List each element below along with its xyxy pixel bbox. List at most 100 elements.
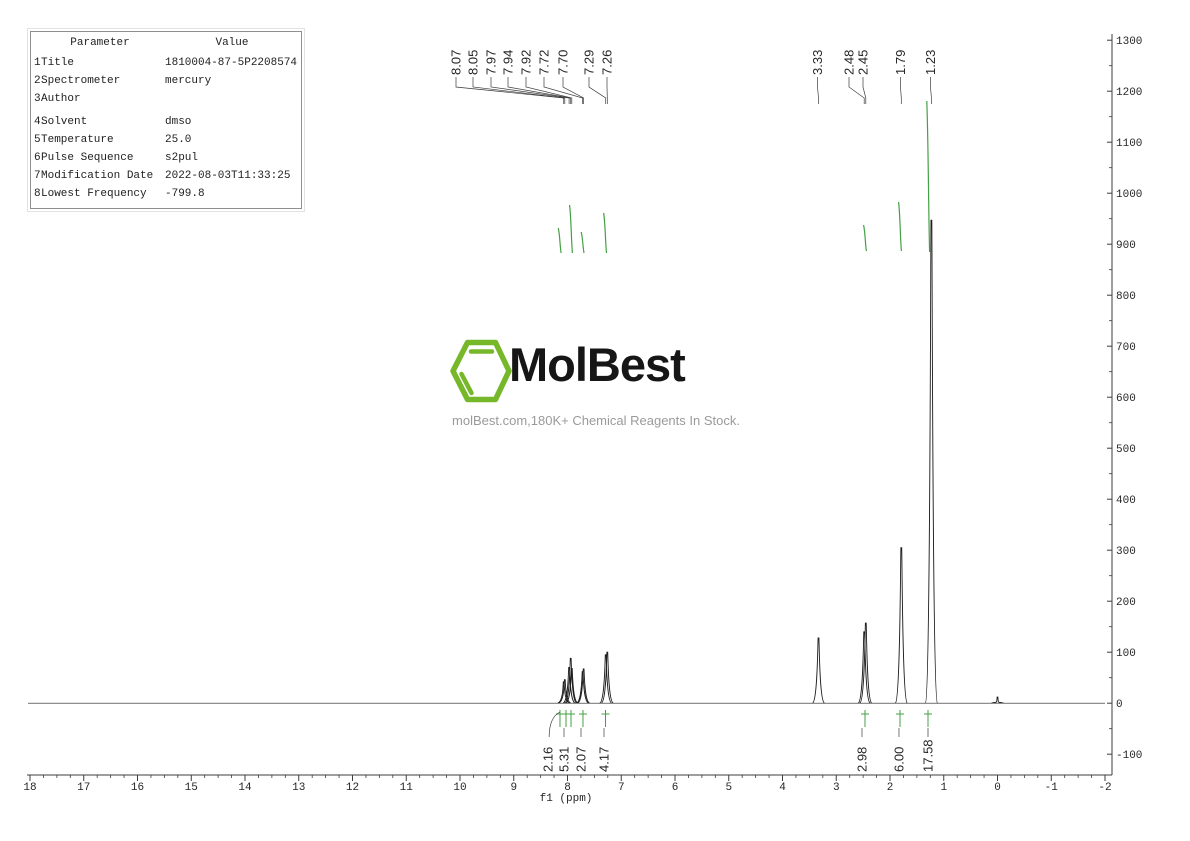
peak-label-leader <box>507 77 572 104</box>
param-name: Temperature <box>41 134 114 146</box>
x-tick-label: 10 <box>453 782 466 794</box>
y-tick-label: 600 <box>1116 393 1136 405</box>
param-value <box>165 90 298 108</box>
param-name: Title <box>41 57 75 69</box>
peak-spike <box>991 696 1004 704</box>
y-tick-label: 1300 <box>1116 36 1142 48</box>
y-tick-label: 1100 <box>1116 138 1142 150</box>
y-tick-label: 0 <box>1116 699 1123 711</box>
x-tick-label: 7 <box>618 782 625 794</box>
x-axis-title: f1 (ppm) <box>540 793 593 805</box>
peak-spike <box>894 547 908 704</box>
peak-label: 8.07 <box>449 50 464 75</box>
y-tick-label: -100 <box>1116 750 1142 762</box>
row-number: 2 <box>34 75 41 87</box>
peak-spike <box>562 667 576 704</box>
integral-value-label: 2.98 <box>854 747 869 772</box>
integral-value-label: 5.31 <box>557 747 572 772</box>
param-value: mercury <box>165 75 212 87</box>
param-name: Solvent <box>41 116 88 128</box>
x-tick-label: 12 <box>346 782 359 794</box>
peak-label-leader <box>588 77 607 104</box>
brand-name: MolBest <box>509 338 686 391</box>
parameter-table: Parameter Value 1 Title 1810004-87-5P220… <box>27 28 305 212</box>
brand-tagline: molBest.com,180K+ Chemical Reagents In S… <box>452 413 740 428</box>
peak-spike <box>812 637 825 704</box>
y-tick-label: 800 <box>1116 291 1136 303</box>
param-name: Modification Date <box>41 170 154 182</box>
x-tick-label: 2 <box>887 782 894 794</box>
integral-curve <box>580 231 585 254</box>
integral-curve <box>926 100 931 253</box>
x-tick-label: 14 <box>238 782 252 794</box>
integral-value-label: 2.07 <box>573 747 588 772</box>
value-column-header: Value <box>215 37 249 49</box>
peak-label-leader <box>817 77 819 104</box>
peak-label-leader <box>472 77 566 104</box>
peak-label-leader <box>930 77 932 104</box>
param-name: Lowest Frequency <box>41 188 147 200</box>
x-tick-label: 1 <box>940 782 947 794</box>
peak-label: 7.70 <box>556 50 571 75</box>
peak-label-leader <box>562 77 584 104</box>
peak-spike <box>600 651 614 704</box>
table-row: 8 Lowest Frequency -799.8 <box>34 185 298 203</box>
y-tick-label: 100 <box>1116 648 1136 660</box>
integral-curve <box>603 212 608 254</box>
row-number: 3 <box>34 93 41 105</box>
table-row: 5 Temperature 25.0 <box>34 131 298 149</box>
benzene-hexagon-icon <box>450 339 512 403</box>
peak-label-leader <box>900 77 902 104</box>
peak-label-leader <box>525 77 573 104</box>
x-tick-label: 13 <box>292 782 305 794</box>
peak-spike <box>576 671 589 704</box>
param-value: dmso <box>165 116 192 128</box>
integral-curve <box>569 204 573 254</box>
row-number: 7 <box>34 170 41 182</box>
row-number: 5 <box>34 134 41 146</box>
x-tick-label: 3 <box>833 782 840 794</box>
peak-label: 8.05 <box>466 50 481 75</box>
peak-spike <box>577 668 590 704</box>
peak-spike <box>924 219 938 704</box>
x-tick-label: 0 <box>994 782 1001 794</box>
x-tick-label: 4 <box>779 782 786 794</box>
peak-label-leader <box>543 77 583 104</box>
param-value: -799.8 <box>165 188 205 200</box>
peak-label-leader <box>490 77 570 104</box>
x-tick-label: 15 <box>185 782 198 794</box>
y-tick-label: 300 <box>1116 546 1136 558</box>
integral-value-label: 2.16 <box>541 747 556 772</box>
peak-label: 7.94 <box>501 50 516 75</box>
parameter-column-header: Parameter <box>70 37 130 49</box>
x-tick-label: 9 <box>510 782 517 794</box>
y-tick-label: 1200 <box>1116 87 1142 99</box>
y-tick-label: 1000 <box>1116 189 1142 201</box>
row-number: 1 <box>34 57 41 69</box>
peak-spike <box>564 657 578 704</box>
row-number: 8 <box>34 188 41 200</box>
table-row: 1 Title 1810004-87-5P2208574 <box>34 54 298 72</box>
peak-label: 7.92 <box>519 50 534 75</box>
table-row: 6 Pulse Sequence s2pul <box>34 149 298 167</box>
peak-spike <box>565 668 579 704</box>
x-tick-label: -2 <box>1098 782 1111 794</box>
integral-value-label: 6.00 <box>891 747 906 772</box>
peak-label: 2.45 <box>856 50 871 75</box>
peak-spike <box>599 654 613 704</box>
x-tick-label: 16 <box>131 782 144 794</box>
peak-label: 1.23 <box>923 50 938 75</box>
integral-curve <box>863 224 867 252</box>
row-number: 4 <box>34 116 41 128</box>
integral-value-label: 17.58 <box>921 739 936 772</box>
table-row: 4 Solvent dmso <box>34 113 298 131</box>
integral-curve <box>557 227 562 254</box>
integral-curve <box>898 201 902 252</box>
param-value: 1810004-87-5P2208574 <box>165 57 298 69</box>
peak-label-leader <box>862 77 867 104</box>
x-tick-label: 6 <box>672 782 679 794</box>
param-value: 2022-08-03T11:33:25 <box>165 170 291 182</box>
x-tick-label: 8 <box>564 782 571 794</box>
